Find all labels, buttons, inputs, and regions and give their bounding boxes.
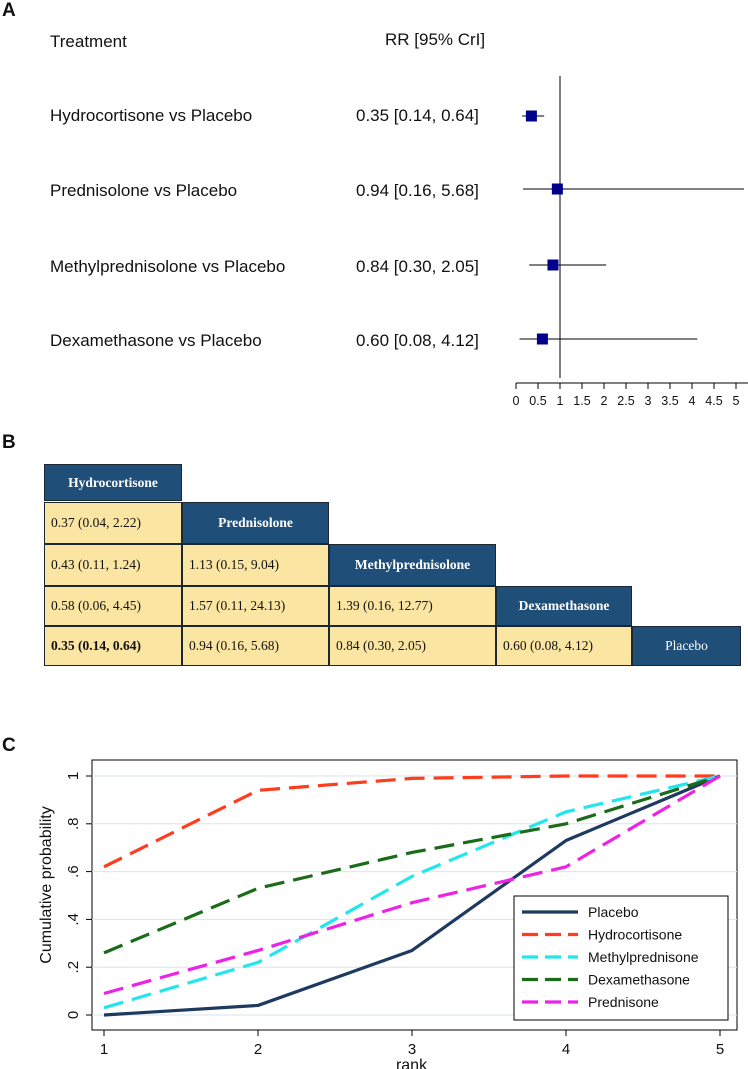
panel-a-label: A	[2, 0, 16, 21]
league-cell: 0.43 (0.11, 1.24)	[44, 544, 182, 586]
legend-label: Hydrocortisone	[588, 927, 682, 943]
forest-plot: 00.511.522.533.544.555.5	[513, 76, 748, 408]
forest-tick-label: 1.5	[573, 394, 590, 408]
forest-row-rr: 0.60 [0.08, 4.12]	[356, 331, 479, 350]
forest-tick-label: 2	[601, 394, 608, 408]
league-cell: 1.39 (0.16, 12.77)	[329, 586, 496, 626]
league-header-hydrocortisone: Hydrocortisone	[44, 464, 182, 501]
y-tick-label: .8	[65, 818, 82, 831]
series-line	[103, 774, 721, 996]
forest-tick-label: 1	[557, 394, 564, 408]
panel-b-label: B	[2, 432, 16, 453]
cumulative-ranking-chart: 0 .2 .4 .6 .8 1 1 2 3 4 5 rank Cumulative probabilit…	[38, 759, 738, 1069]
y-tick-label: 1	[65, 772, 82, 780]
series-line	[103, 774, 721, 1017]
rr-header: RR [95% CrI]	[385, 30, 486, 49]
legend-label: Placebo	[588, 904, 639, 920]
x-axis-title: rank	[396, 1057, 428, 1069]
league-cell: 0.94 (0.16, 5.68)	[182, 626, 329, 666]
rr-marker	[551, 183, 563, 195]
forest-tick-label: 0	[513, 394, 520, 408]
league-cell: 0.35 (0.14, 0.64)	[44, 626, 182, 666]
x-tick-label: 4	[562, 1041, 570, 1058]
league-cell: 0.84 (0.30, 2.05)	[329, 626, 496, 666]
series-line	[103, 774, 721, 1010]
treatment-header: Treatment	[50, 32, 127, 51]
rr-marker	[525, 110, 537, 122]
x-tick-label: 3	[408, 1041, 416, 1058]
legend-label: Prednisone	[588, 994, 659, 1010]
forest-tick-label: 2.5	[617, 394, 634, 408]
forest-row-label: Hydrocortisone vs Placebo	[50, 106, 253, 125]
series-line	[103, 774, 720, 869]
plot-frame	[91, 759, 738, 1031]
forest-row-label: Methylprednisolone vs Placebo	[50, 257, 286, 276]
league-cell: 1.13 (0.15, 9.04)	[182, 544, 329, 586]
league-header-prednisolone: Prednisolone	[182, 502, 329, 544]
forest-tick-label: 4	[689, 394, 696, 408]
x-tick-label: 5	[716, 1041, 724, 1058]
forest-tick-label: 3	[645, 394, 652, 408]
y-tick-label: .2	[65, 961, 82, 974]
forest-tick-label: 0.5	[529, 394, 546, 408]
forest-tick-label: 3.5	[661, 394, 678, 408]
league-header-methylprednisolone: Methylprednisolone	[329, 544, 496, 586]
y-tick-label: .4	[65, 913, 82, 926]
forest-row-rr: 0.84 [0.30, 2.05]	[356, 257, 479, 276]
forest-row-rr: 0.94 [0.16, 5.68]	[356, 181, 479, 200]
forest-row-label: Dexamethasone vs Placebo	[50, 331, 262, 350]
forest-tick-label: 4.5	[705, 394, 722, 408]
league-cell: 1.57 (0.11, 24.13)	[182, 586, 329, 626]
forest-row-rr: 0.35 [0.14, 0.64]	[356, 106, 479, 125]
forest-row-label: Prednisolone vs Placebo	[50, 181, 238, 200]
y-tick-label: 0	[65, 1011, 82, 1019]
series-line	[103, 774, 721, 955]
legend-label: Dexamethasone	[588, 972, 690, 988]
panel-c-label: C	[2, 735, 16, 756]
y-tick-label: .6	[65, 865, 82, 878]
x-tick-label: 1	[100, 1041, 108, 1058]
x-tick-label: 2	[254, 1041, 262, 1058]
league-header-dexamethasone: Dexamethasone	[496, 586, 632, 626]
league-cell: 0.60 (0.08, 4.12)	[496, 626, 632, 666]
rr-marker	[547, 259, 559, 271]
rr-marker	[536, 333, 548, 345]
league-cell: 0.58 (0.06, 4.45)	[44, 586, 182, 626]
y-axis-title: Cumulative probability	[38, 806, 55, 963]
legend-label: Methylprednisone	[588, 949, 699, 965]
league-header-placebo: Placebo	[632, 626, 741, 666]
forest-tick-label: 5	[733, 394, 740, 408]
league-cell: 0.37 (0.04, 2.22)	[44, 502, 182, 544]
